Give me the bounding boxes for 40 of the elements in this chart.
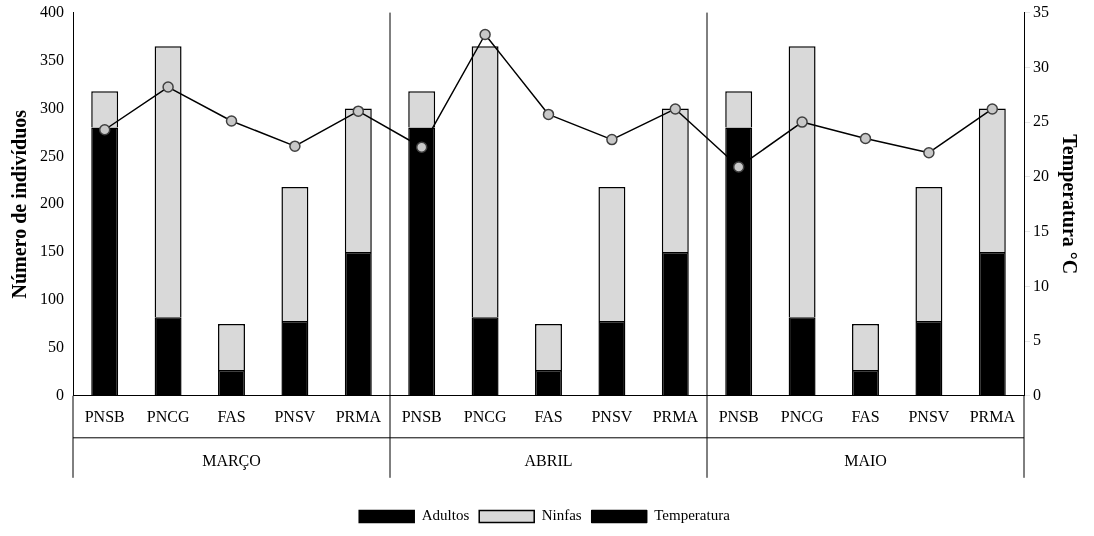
text: MAIO [844, 452, 887, 469]
legend-label: Ninfas [541, 507, 582, 524]
y-tick-label: 0 [56, 386, 64, 403]
y2-tick-label: 35 [1033, 2, 1049, 20]
x-tick-label: PNSB [401, 407, 442, 425]
text: ABRIL [524, 452, 573, 469]
y-tick-label: 250 [40, 146, 64, 164]
y-tick-label: 150 [40, 242, 64, 260]
y2-tick-label: 10 [1033, 276, 1049, 294]
legend-label: Temperatura [654, 507, 731, 524]
y2-tick-label: 30 [1033, 57, 1049, 75]
x-tick-label: PRMA [652, 407, 699, 425]
y-tick-label: 50 [48, 338, 64, 356]
x-tick-label: FAS [851, 407, 880, 425]
x-tick-label: PNCG [146, 407, 190, 425]
y2-tick-label: 25 [1033, 112, 1049, 130]
x-tick-label: PNCG [780, 407, 824, 425]
y2-axis-title: Temperatura °C [1057, 134, 1081, 275]
y-tick-label: 300 [40, 98, 64, 116]
y2-tick-label: 15 [1033, 221, 1049, 239]
x-tick-label: PNSV [908, 407, 950, 425]
x-tick-label: FAS [534, 407, 563, 425]
x-tick-label: PNSV [274, 407, 316, 425]
x-tick-label: PNSV [591, 407, 633, 425]
y2-tick-label: 20 [1033, 167, 1049, 185]
legend-label: Adultos [421, 507, 470, 524]
x-tick-label: PNSB [84, 407, 125, 425]
y-tick-label: 100 [40, 290, 64, 308]
y-tick-label: 200 [40, 194, 64, 212]
y2-tick-label: 5 [1033, 331, 1041, 349]
x-tick-label: PNCG [463, 407, 507, 425]
y-tick-label: 350 [40, 50, 64, 68]
text: MARÇO [202, 452, 261, 470]
y2-tick-label: 0 [1033, 386, 1041, 403]
x-tick-label: PRMA [969, 407, 1016, 425]
y-tick-label: 400 [40, 2, 64, 20]
x-tick-label: FAS [217, 407, 246, 425]
x-tick-label: PNSB [718, 407, 759, 425]
y-axis-title: Número de indivíduos [8, 109, 31, 299]
x-tick-label: PRMA [335, 407, 382, 425]
